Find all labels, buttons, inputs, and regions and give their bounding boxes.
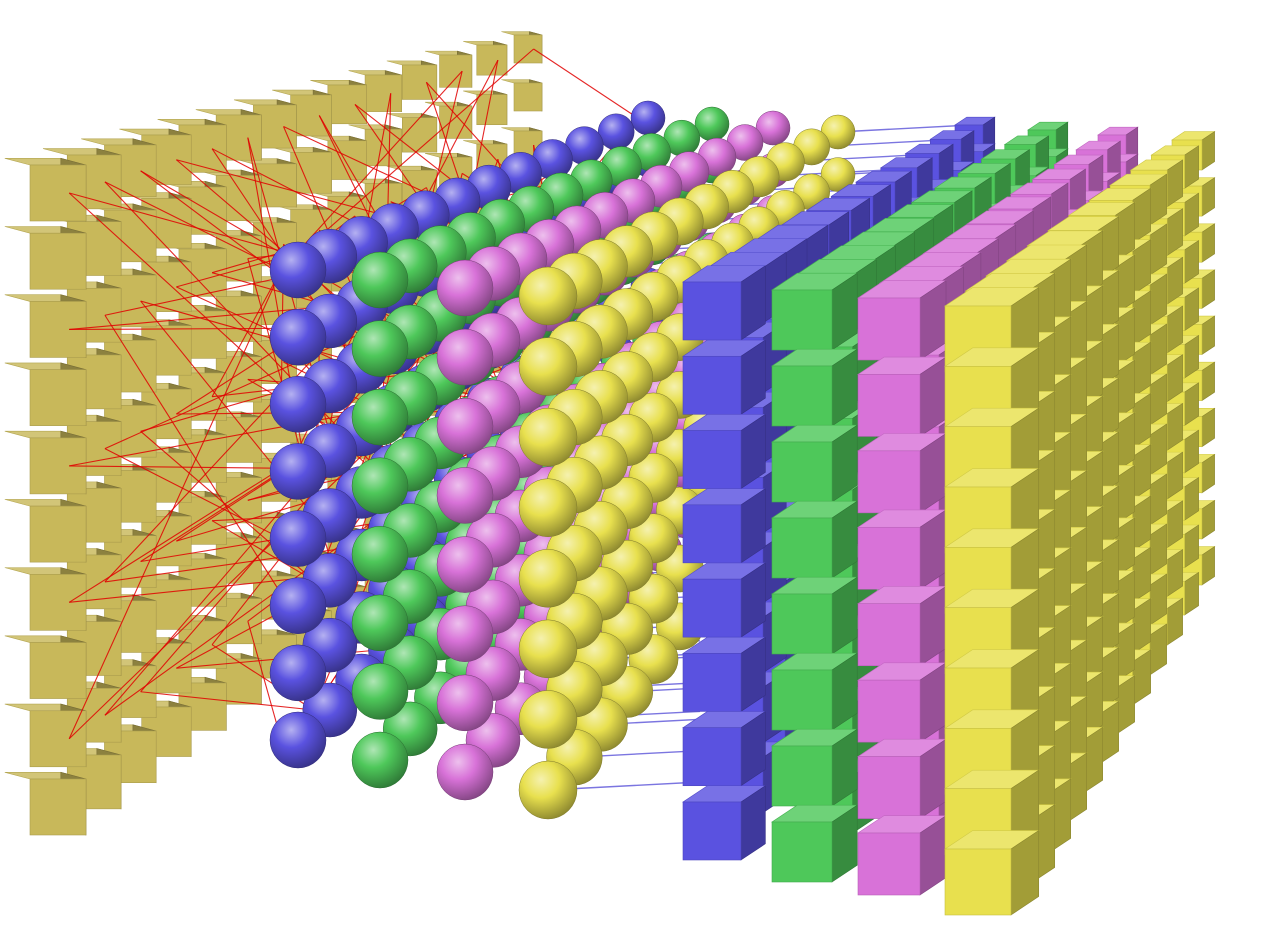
output-cube xyxy=(771,728,859,807)
input-connection xyxy=(104,181,282,271)
output-cube xyxy=(857,662,948,743)
output-cube xyxy=(771,424,859,503)
sphere-node xyxy=(269,510,327,567)
output-cube xyxy=(682,265,767,341)
input-connection xyxy=(283,126,444,202)
output-cube xyxy=(857,509,948,590)
input-connection xyxy=(104,448,282,540)
input-cube xyxy=(4,294,87,358)
output-cube xyxy=(771,348,859,427)
sphere-node xyxy=(351,320,409,377)
sphere-node xyxy=(436,259,494,317)
input-connection xyxy=(140,691,314,711)
input-cube xyxy=(4,771,87,836)
sphere-node xyxy=(269,241,327,299)
sphere-node xyxy=(269,711,327,769)
sphere-node xyxy=(518,760,578,820)
input-connection xyxy=(247,621,282,741)
sphere-node xyxy=(351,251,409,309)
sphere-node xyxy=(351,731,409,789)
sphere-node xyxy=(820,157,856,192)
output-cube xyxy=(682,785,767,861)
sphere-node xyxy=(436,743,494,801)
output-cube xyxy=(944,829,1040,916)
sphere-node xyxy=(436,536,494,593)
output-cube xyxy=(771,272,859,351)
input-cube xyxy=(424,101,473,139)
sphere-node xyxy=(518,478,578,537)
input-cube xyxy=(81,594,157,653)
input-cube xyxy=(501,79,543,112)
sphere-node xyxy=(630,100,666,136)
sphere-node xyxy=(518,337,578,396)
input-cube xyxy=(310,79,367,125)
sphere-node xyxy=(351,526,409,583)
output-cube xyxy=(771,804,859,883)
input-cube xyxy=(4,499,87,563)
output-cube xyxy=(682,339,767,415)
input-cube xyxy=(501,31,543,64)
input-connection xyxy=(533,48,639,119)
sphere-node xyxy=(269,308,327,366)
input-connection xyxy=(211,269,282,397)
input-cube xyxy=(272,89,332,137)
input-connection xyxy=(68,269,282,740)
sphere-node xyxy=(269,376,327,433)
sphere-node xyxy=(351,457,409,514)
sphere-node xyxy=(436,467,494,524)
output-cube xyxy=(857,585,948,667)
input-connection xyxy=(69,408,379,467)
output-cube xyxy=(771,652,859,731)
sphere-node xyxy=(518,266,578,326)
output-cube xyxy=(857,432,948,514)
sphere-node xyxy=(597,113,635,151)
input-cube xyxy=(4,430,87,495)
output-cube xyxy=(771,500,859,579)
sphere-node xyxy=(351,663,409,720)
output-cube xyxy=(857,356,948,437)
input-cube xyxy=(4,157,87,222)
output-cube xyxy=(682,636,767,712)
sphere-node xyxy=(518,549,578,608)
sphere-node xyxy=(351,388,409,446)
output-cube xyxy=(682,413,767,490)
output-cube xyxy=(857,738,948,820)
sphere-node xyxy=(518,407,578,467)
output-cube-layers xyxy=(682,116,1216,916)
input-cube xyxy=(463,90,508,126)
input-cube xyxy=(386,60,438,100)
output-cube xyxy=(682,562,767,638)
sphere-node xyxy=(269,443,327,500)
sphere-node xyxy=(436,328,494,386)
sphere-node xyxy=(269,577,327,634)
sphere-node xyxy=(694,106,730,142)
input-cube xyxy=(4,362,87,427)
output-cube xyxy=(857,280,948,361)
output-layer-4 xyxy=(944,131,1216,916)
sphere-node xyxy=(436,398,494,455)
input-cube xyxy=(4,567,87,631)
input-cube xyxy=(4,226,87,290)
output-cube xyxy=(771,576,859,655)
output-cube xyxy=(682,488,767,564)
input-connection xyxy=(426,81,509,174)
sphere-node xyxy=(269,644,327,702)
output-cube xyxy=(682,710,767,787)
sphere-node xyxy=(436,674,494,732)
output-cube xyxy=(857,815,948,896)
input-cube xyxy=(4,703,87,768)
sphere-node xyxy=(518,619,578,679)
sphere-node xyxy=(351,594,409,652)
sphere-node xyxy=(436,605,494,662)
input-cube xyxy=(4,635,87,699)
sphere-node xyxy=(518,690,578,749)
